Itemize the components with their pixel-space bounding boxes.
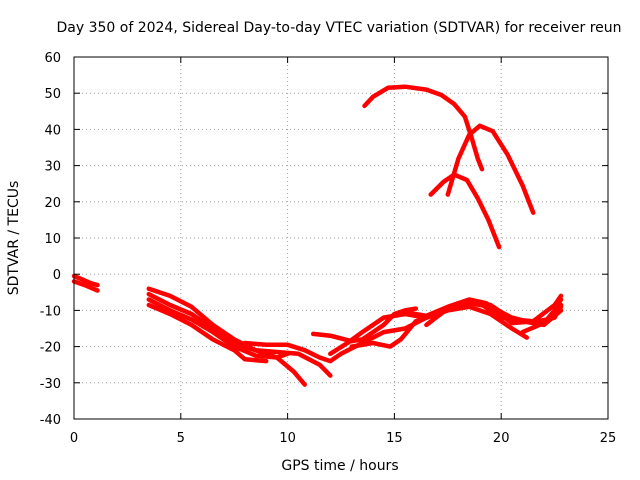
x-tick-label: 5 bbox=[177, 431, 185, 446]
x-tick-label: 10 bbox=[279, 431, 296, 446]
x-axis-label: GPS time / hours bbox=[281, 458, 398, 474]
series-line-4 bbox=[146, 291, 333, 378]
x-tick-labels: 0 5 10 15 20 25 bbox=[70, 431, 616, 446]
x-tick-label: 25 bbox=[600, 431, 617, 446]
y-tick-label: 50 bbox=[44, 87, 61, 102]
data-series bbox=[71, 84, 564, 387]
series-line-5 bbox=[146, 297, 290, 360]
y-tick-label: 20 bbox=[44, 196, 61, 211]
y-tick-label: -40 bbox=[40, 413, 61, 428]
y-tick-label: -10 bbox=[40, 304, 61, 319]
x-tick-label: 0 bbox=[70, 431, 78, 446]
y-tick-label: -30 bbox=[40, 377, 61, 392]
y-tick-label: 60 bbox=[44, 51, 61, 66]
x-tick-label: 15 bbox=[386, 431, 403, 446]
y-tick-label: 0 bbox=[53, 268, 61, 283]
series-line-3 bbox=[146, 286, 307, 387]
series-line-15 bbox=[428, 172, 502, 250]
chart-title: Day 350 of 2024, Sidereal Day-to-day VTE… bbox=[56, 20, 621, 36]
x-tick-label: 20 bbox=[493, 431, 510, 446]
series-line-7 bbox=[242, 304, 530, 364]
series-line-1 bbox=[71, 273, 100, 288]
y-axis-label: SDTVAR / TECUs bbox=[6, 181, 22, 296]
series-line-14 bbox=[362, 84, 485, 172]
y-tick-label: -20 bbox=[40, 341, 61, 356]
axis-ticks bbox=[73, 56, 609, 420]
y-tick-label: 40 bbox=[44, 123, 61, 138]
y-tick-label: 10 bbox=[44, 232, 61, 247]
series-line-13 bbox=[520, 297, 564, 335]
y-tick-label: 30 bbox=[44, 160, 61, 175]
series-line-2 bbox=[71, 279, 100, 293]
y-tick-labels: -40 -30 -20 -10 0 10 20 30 40 50 60 bbox=[40, 51, 61, 428]
series-line-16 bbox=[445, 123, 536, 215]
series-line-6 bbox=[146, 302, 269, 364]
